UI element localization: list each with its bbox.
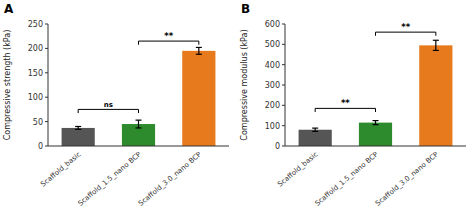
panel-label: B (241, 2, 250, 16)
significance-bracket (315, 108, 375, 112)
y-tick-label: 50 (33, 118, 43, 127)
y-tick-label: 250 (28, 20, 43, 29)
bars (62, 47, 216, 146)
error-bar (312, 128, 318, 131)
panel: 0 100 200 300 400 500 600 Compressive modulus (… (240, 2, 466, 208)
x-tick-label: Scaffold_1.5_nano BCP (77, 150, 143, 207)
y-tick-label: 100 (28, 93, 43, 102)
y-axis (285, 24, 286, 146)
x-tick-label: Scaffold_basic (276, 150, 319, 188)
significance-bracket (78, 109, 138, 113)
bar (299, 130, 332, 146)
error-bar (136, 120, 142, 128)
significance-label: ns (104, 101, 113, 109)
significance-label: ** (401, 22, 410, 32)
y-axis (48, 24, 49, 146)
significance-label: ** (164, 31, 173, 41)
x-tick-label: Scaffold_1.5_nano BCP (314, 150, 380, 207)
panel: 0 50 100 150 200 250 Compressive strength (kPa… (3, 2, 229, 208)
bar (62, 128, 95, 146)
error-bar (196, 47, 202, 54)
x-axis (48, 146, 229, 147)
significance-bracket (376, 32, 436, 36)
significance-label: ** (341, 98, 350, 108)
x-tick-label: Scaffold_3.0_nano BCP (374, 150, 440, 207)
y-tick-label: 100 (265, 122, 280, 131)
bar (419, 45, 452, 146)
error-bar (75, 126, 81, 129)
bars (299, 40, 453, 146)
y-axis-label: Compressive modulus (kPa) (240, 29, 249, 140)
y-tick-label: 300 (265, 81, 280, 90)
y-tick-label: 200 (28, 44, 43, 53)
panel-label: A (4, 2, 14, 16)
y-tick-label: 200 (265, 101, 280, 110)
significance-bracket (139, 41, 199, 45)
x-axis (285, 146, 466, 147)
y-tick-label: 400 (265, 61, 280, 70)
y-tick-label: 500 (265, 40, 280, 49)
y-tick-label: 150 (28, 69, 43, 78)
x-tick-label: Scaffold_basic (39, 150, 82, 188)
error-bar (373, 121, 379, 125)
y-tick-label: 600 (265, 20, 280, 29)
y-axis-label: Compressive strength (kPa) (3, 30, 12, 141)
bar (182, 51, 215, 146)
y-tick-label: 0 (38, 142, 43, 151)
bar (359, 123, 392, 146)
error-bar (433, 40, 439, 50)
figure: 0 50 100 150 200 250 Compressive strength (kPa… (0, 0, 474, 208)
x-tick-label: Scaffold_3.0_nano BCP (137, 150, 203, 207)
y-tick-label: 0 (275, 142, 280, 151)
